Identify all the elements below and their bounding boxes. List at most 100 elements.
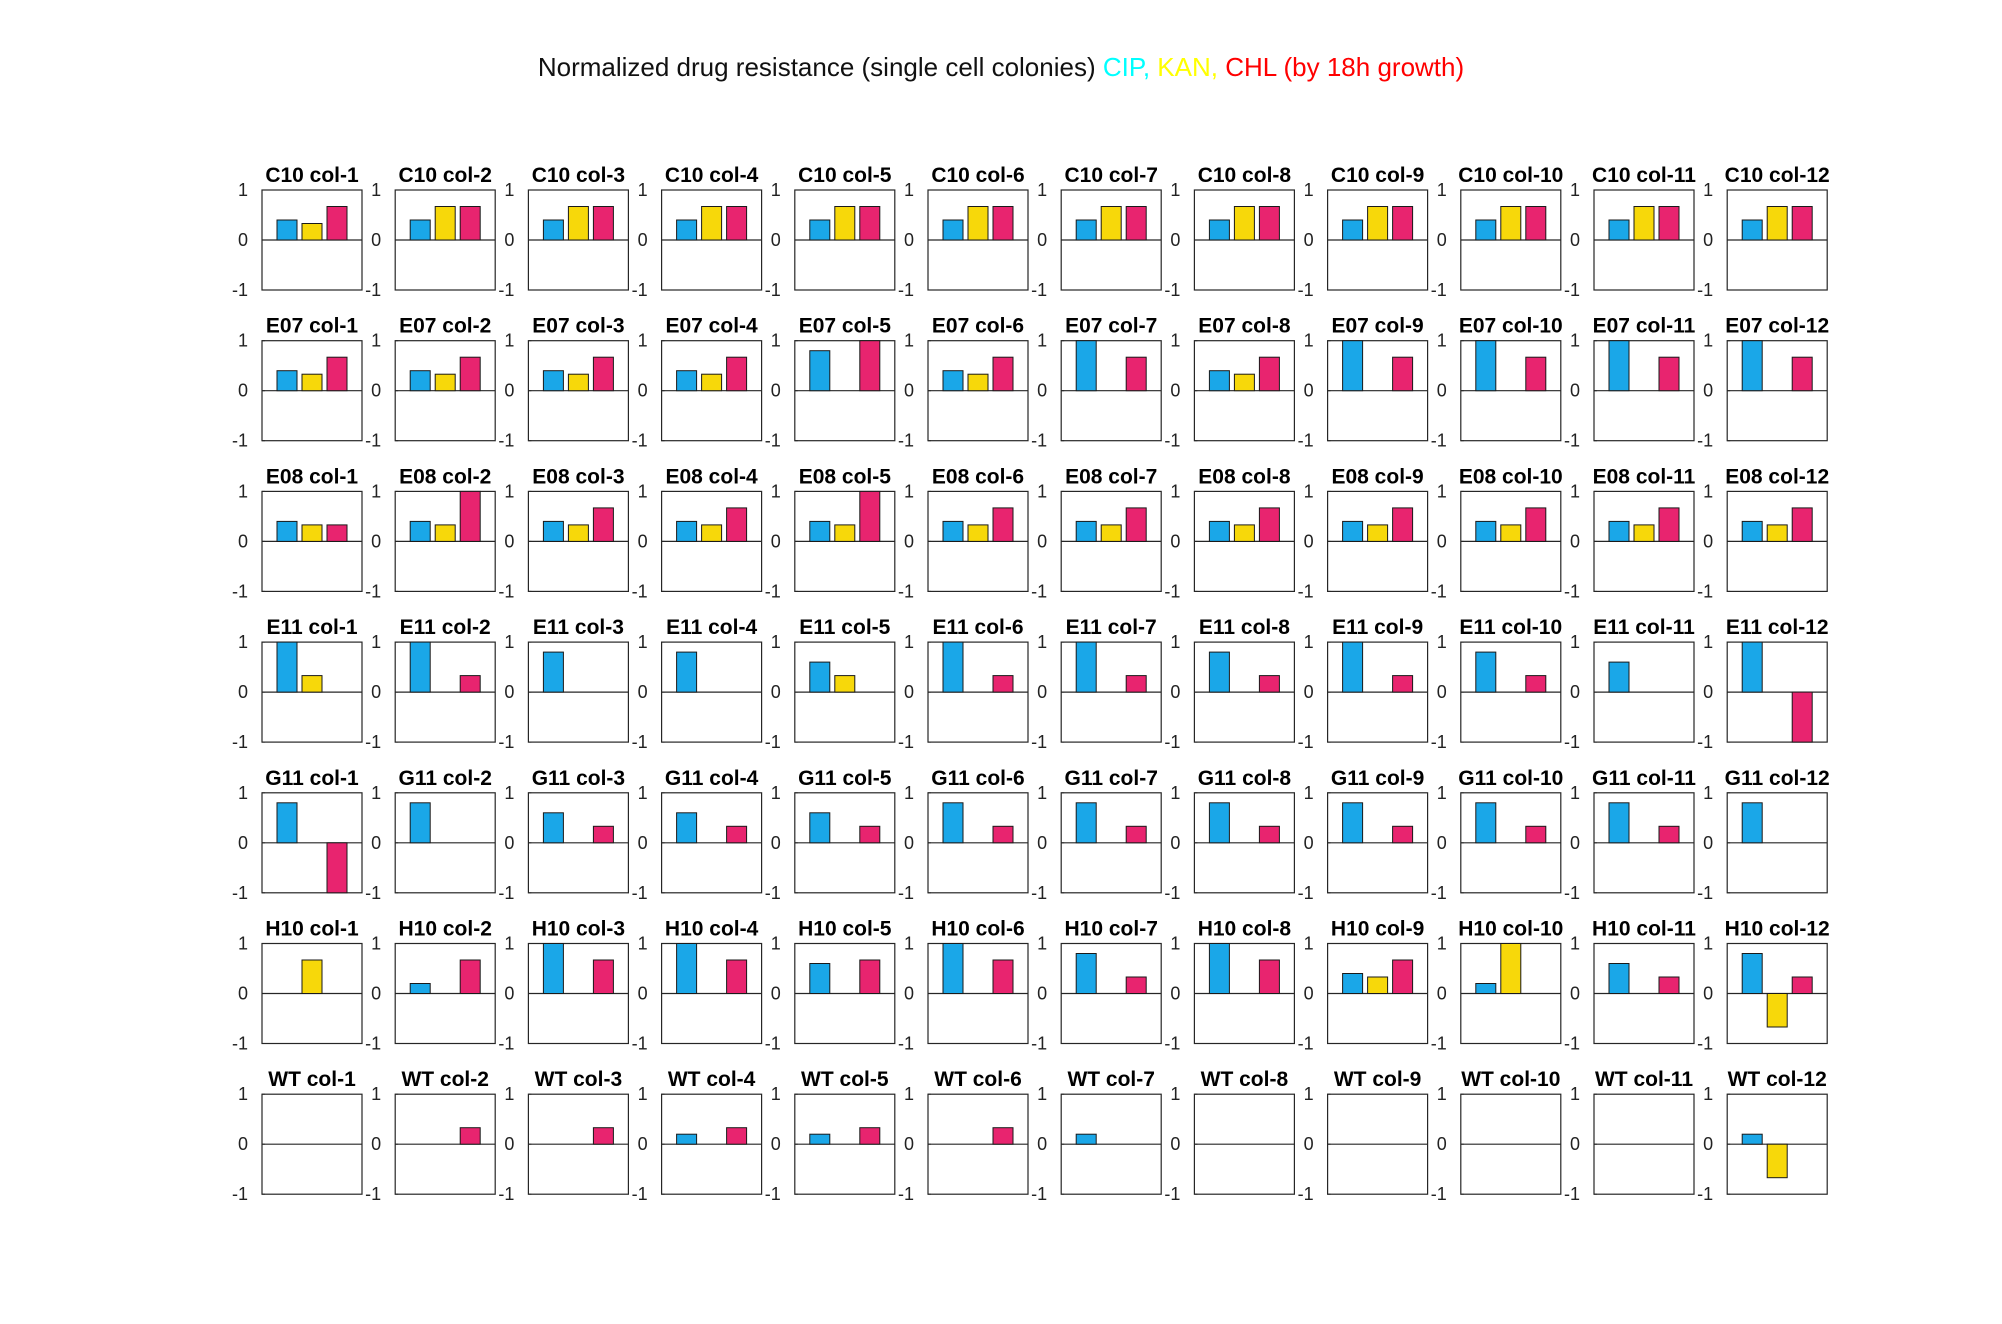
- bar-chl: [726, 356, 748, 392]
- figure-title: Normalized drug resistance (single cell …: [538, 52, 1464, 82]
- bar-chl: [459, 490, 481, 542]
- bar-cip: [1208, 520, 1230, 542]
- y-tick-label: 0: [1304, 682, 1314, 702]
- bar-cip: [409, 802, 431, 844]
- y-tick-label: 0: [771, 682, 781, 702]
- y-tick-label: 0: [904, 682, 914, 702]
- bar-chl: [1525, 507, 1547, 542]
- y-tick-label: 1: [371, 783, 381, 803]
- panel-e08-col-5: E08 col-5 1 0 -1: [765, 465, 896, 601]
- bar-kan: [1500, 524, 1522, 542]
- y-tick-label: 1: [1037, 180, 1047, 200]
- y-tick-label: -1: [1031, 732, 1047, 752]
- y-tick-label: 0: [504, 833, 514, 853]
- panel-title: H10 col-7: [1065, 918, 1158, 941]
- panel-title: E07 col-12: [1725, 315, 1829, 338]
- y-tick-label: 0: [1170, 230, 1180, 250]
- bar-kan: [1766, 993, 1788, 1028]
- y-tick-label: 0: [1170, 833, 1180, 853]
- y-tick-label: 1: [1437, 331, 1447, 351]
- panel-title: E11 col-9: [1332, 616, 1423, 639]
- panel-title: E08 col-6: [932, 465, 1024, 488]
- bar-cip: [1075, 802, 1097, 844]
- y-tick-label: -1: [1564, 431, 1580, 451]
- bar-cip: [1741, 802, 1763, 844]
- y-tick-label: 1: [504, 934, 514, 954]
- panel-title: WT col-12: [1728, 1068, 1827, 1091]
- panel-title: G11 col-10: [1458, 767, 1563, 790]
- y-tick-label: 0: [504, 1134, 514, 1154]
- bar-chl: [1658, 825, 1680, 844]
- y-tick-label: -1: [498, 1034, 514, 1054]
- bar-kan: [1633, 524, 1655, 542]
- bar-chl: [726, 206, 748, 241]
- bar-cip: [809, 812, 831, 844]
- bar-cip: [1208, 943, 1230, 994]
- bar-chl: [1525, 356, 1547, 392]
- y-tick-label: -1: [632, 280, 648, 300]
- bar-chl: [1125, 825, 1147, 844]
- panel-title: C10 col-7: [1065, 164, 1158, 187]
- bar-cip: [676, 520, 698, 542]
- y-tick-label: 1: [1437, 783, 1447, 803]
- bar-chl: [992, 356, 1014, 392]
- bar-chl: [1525, 825, 1547, 844]
- y-tick-label: 1: [771, 1084, 781, 1104]
- panel-c10-col-12: C10 col-12 1 0 -1: [1697, 164, 1830, 300]
- bar-chl: [992, 507, 1014, 542]
- panel-h10-col-12: H10 col-12 1 0 -1: [1697, 918, 1830, 1054]
- y-tick-label: 0: [1570, 833, 1580, 853]
- y-tick-label: -1: [1431, 280, 1447, 300]
- panel-title: C10 col-2: [399, 164, 492, 187]
- panel-e08-col-12: E08 col-12 1 0 -1: [1697, 465, 1829, 601]
- bar-cip: [1342, 641, 1364, 693]
- y-tick-label: -1: [498, 1184, 514, 1204]
- bar-cip: [542, 370, 564, 392]
- panel-e11-col-2: E11 col-2 1 0 -1: [365, 616, 496, 752]
- y-tick-label: -1: [1164, 883, 1180, 903]
- panel-title: E07 col-1: [266, 315, 359, 338]
- y-tick-label: 0: [371, 230, 381, 250]
- y-tick-label: 0: [371, 984, 381, 1004]
- panel-wt-col-9: WT col-9 1 0 -1: [1298, 1068, 1429, 1204]
- y-tick-label: 1: [504, 481, 514, 501]
- panel-e08-col-2: E08 col-2 1 0 -1: [365, 465, 496, 601]
- y-tick-label: 1: [1037, 632, 1047, 652]
- y-tick-label: 1: [638, 1084, 648, 1104]
- bar-chl: [1791, 206, 1813, 241]
- y-tick-label: 1: [1703, 180, 1713, 200]
- panel-c10-col-4: C10 col-4 1 0 -1: [632, 164, 763, 300]
- y-tick-label: 1: [504, 783, 514, 803]
- panel-e11-col-1: E11 col-1 1 0 -1: [232, 616, 363, 752]
- panel-c10-col-7: C10 col-7 1 0 -1: [1031, 164, 1162, 300]
- panel-h10-col-10: H10 col-10 1 0 -1: [1431, 918, 1564, 1054]
- panel-title: E11 col-12: [1726, 616, 1829, 639]
- panel-g11-col-4: G11 col-4 1 0 -1: [632, 767, 763, 903]
- y-tick-label: 1: [1170, 481, 1180, 501]
- panel-title: C10 col-11: [1592, 164, 1696, 187]
- y-tick-label: 0: [1437, 531, 1447, 551]
- panel-title: C10 col-5: [798, 164, 892, 187]
- y-tick-label: 0: [238, 984, 248, 1004]
- y-tick-label: 1: [1703, 783, 1713, 803]
- y-tick-label: 1: [771, 783, 781, 803]
- panel-title: WT col-8: [1201, 1068, 1289, 1091]
- panel-title: C10 col-3: [532, 164, 625, 187]
- panel-title: E08 col-7: [1065, 465, 1157, 488]
- panel-title: E08 col-12: [1725, 465, 1829, 488]
- panel-e08-col-1: E08 col-1 1 0 -1: [232, 465, 363, 601]
- bar-cip: [542, 812, 564, 844]
- y-tick-label: -1: [498, 732, 514, 752]
- panel-wt-col-11: WT col-11 1 0 -1: [1564, 1068, 1695, 1204]
- y-tick-label: -1: [898, 732, 914, 752]
- y-tick-label: -1: [1298, 883, 1314, 903]
- panel-e08-col-3: E08 col-3 1 0 -1: [498, 465, 630, 601]
- y-tick-label: 1: [504, 180, 514, 200]
- bar-kan: [967, 524, 989, 542]
- y-tick-label: 1: [238, 632, 248, 652]
- y-tick-label: -1: [1298, 280, 1314, 300]
- panel-h10-col-2: H10 col-2 1 0 -1: [365, 918, 496, 1054]
- bar-cip: [1075, 340, 1097, 392]
- bar-cip: [1608, 520, 1630, 542]
- bar-cip: [1608, 963, 1630, 994]
